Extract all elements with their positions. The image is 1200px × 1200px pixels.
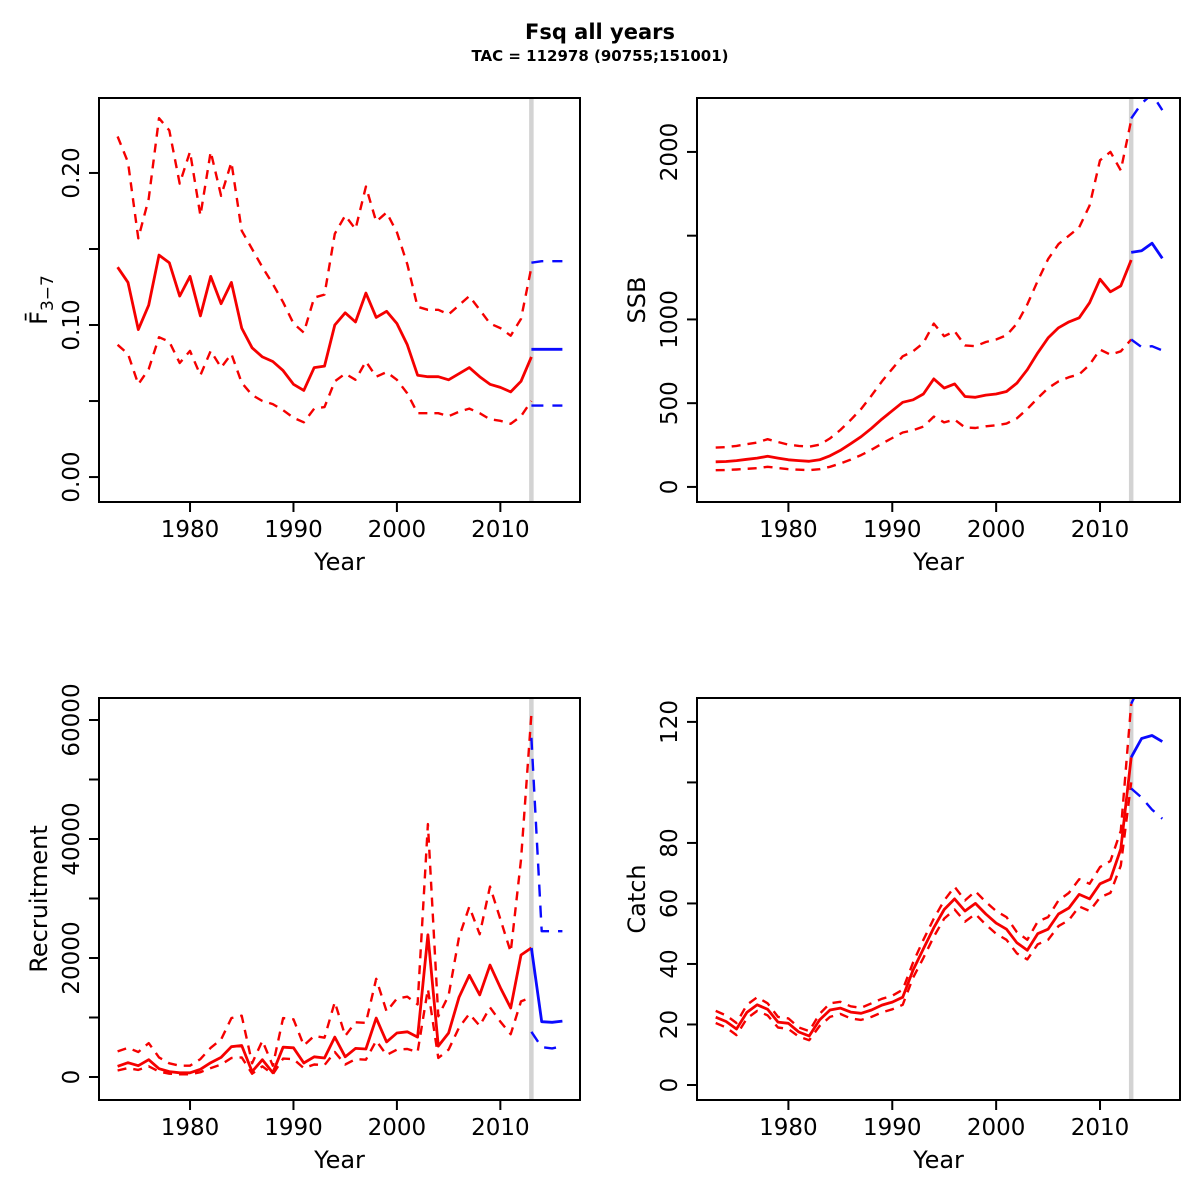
y-tick-label: 40 [657, 949, 683, 978]
plot-frame [696, 697, 1181, 1101]
figure-title: Fsq all years [524, 20, 676, 44]
x-tick-label: 1980 [759, 1115, 818, 1141]
y-tick-label: 20 [657, 1010, 683, 1039]
y-tick-label: 80 [657, 828, 683, 857]
x-axis-title: Year [912, 548, 964, 576]
y-tick-label: 60 [657, 889, 683, 918]
series-group [715, 98, 1164, 472]
y-tick-label: 0 [657, 480, 683, 495]
y-tick-label: 0.20 [59, 147, 85, 198]
y-axis-title: Catch [623, 864, 651, 933]
x-tick-label: 1980 [161, 517, 220, 543]
recruitment-forecast-median-line [530, 947, 563, 1024]
y-axis-title: F̄3−7 [24, 275, 58, 325]
y-tick-label: 40000 [59, 802, 85, 875]
y-tick-label: 0 [59, 1070, 85, 1085]
y-tick-label: 20000 [59, 921, 85, 994]
x-tick-label: 1990 [863, 1115, 922, 1141]
x-tick-label: 2010 [1071, 517, 1130, 543]
x-tick-label: 2010 [1071, 1115, 1130, 1141]
plot-frame [98, 697, 581, 1101]
catch-forecast-upper-ci-line [1130, 698, 1136, 705]
x-tick-label: 2000 [368, 517, 427, 543]
y-tick-label: 2000 [657, 123, 683, 182]
y-tick-label: 120 [657, 700, 683, 744]
panel-catch: 1980 1990 2000 2010 0 20 40 60 80 120 Year Catch [623, 697, 1181, 1174]
series-group [117, 713, 563, 1076]
ssb-estimate-median-line [715, 259, 1133, 464]
y-tick-label: 0 [657, 1078, 683, 1093]
x-axis-title: Year [313, 1146, 365, 1174]
ssb-estimate-lower-ci-line [715, 338, 1133, 472]
recruitment-forecast-lower-ci-line [530, 1031, 563, 1050]
recruitment-forecast-upper-ci-line [530, 737, 563, 933]
fbar-estimate-upper-ci-line [116, 116, 533, 337]
catch-estimate-upper-ci-line [715, 703, 1133, 1033]
ssb-forecast-lower-ci-line [1130, 338, 1163, 352]
y-axis-title-base: Catch [623, 864, 651, 933]
recruitment-estimate-lower-ci-line [117, 987, 532, 1076]
y-tick-label: 500 [657, 381, 683, 425]
series-group [116, 116, 563, 425]
y-tick-label: 60000 [59, 683, 85, 756]
catch-forecast-median-line [1129, 734, 1164, 758]
x-tick-label: 1980 [759, 517, 818, 543]
x-tick-label: 2000 [967, 517, 1026, 543]
panel-recruitment: 1980 1990 2000 2010 0 20000 40000 60000 Year Recr… [25, 683, 581, 1174]
fbar-estimate-lower-ci-line [116, 336, 533, 425]
y-tick-label: 0.00 [59, 451, 85, 502]
x-axis-title: Year [313, 548, 365, 576]
ssb-estimate-upper-ci-line [715, 119, 1133, 449]
x-tick-label: 2010 [471, 517, 530, 543]
recruitment-estimate-median-line [117, 933, 533, 1075]
catch-estimate-median-line [715, 757, 1133, 1038]
y-axis-title-subscript: 3−7 [38, 275, 58, 311]
x-tick-label: 2000 [368, 1115, 427, 1141]
panel-fbar: 1980 1990 2000 2010 0.00 0.10 0.20 Year F̄3−7 [24, 97, 581, 576]
catch-forecast-lower-ci-line [1130, 787, 1164, 820]
figure-subtitle: TAC = 112978 (90755;151001) [471, 47, 729, 65]
x-tick-label: 1990 [264, 517, 323, 543]
x-tick-label: 2000 [967, 1115, 1026, 1141]
x-axis-title: Year [912, 1146, 964, 1174]
y-axis-title: SSB [623, 277, 651, 324]
y-axis-title-base: SSB [623, 277, 651, 324]
y-axis-title: Recruitment [25, 825, 53, 972]
x-tick-label: 1980 [161, 1115, 220, 1141]
fbar-forecast-upper-ci-line [531, 260, 563, 264]
fbar-estimate-median-line [116, 253, 533, 394]
series-group [715, 698, 1164, 1042]
y-axis-title-base: F̄ [24, 311, 53, 325]
x-tick-label: 1990 [863, 517, 922, 543]
plot-frame [696, 97, 1181, 503]
y-axis-title-base: Recruitment [25, 825, 53, 972]
plot-frame [98, 97, 581, 503]
y-tick-label: 0.10 [59, 299, 85, 350]
x-tick-label: 1990 [264, 1115, 323, 1141]
y-tick-label: 1000 [657, 290, 683, 349]
ssb-forecast-median-line [1130, 241, 1164, 260]
recruitment-estimate-upper-ci-line [117, 713, 533, 1067]
x-tick-label: 2010 [471, 1115, 530, 1141]
catch-estimate-lower-ci-line [715, 782, 1133, 1042]
